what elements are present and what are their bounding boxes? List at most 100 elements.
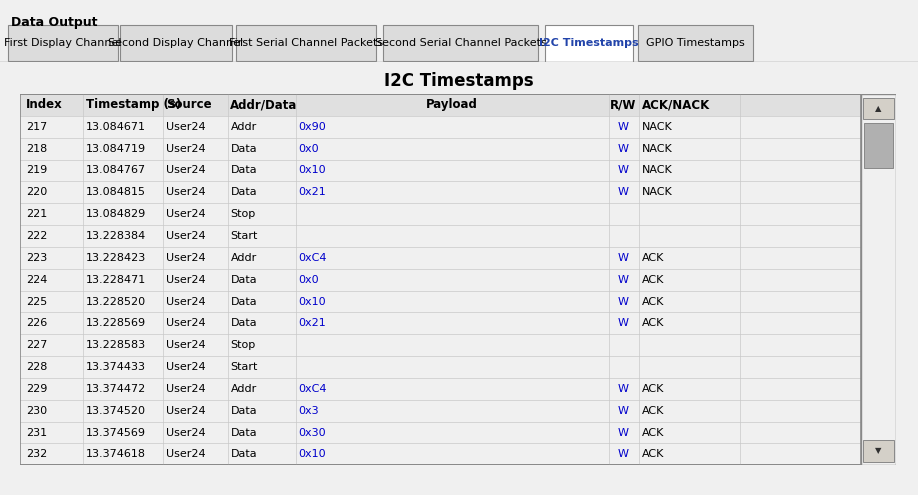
Text: NACK: NACK — [642, 187, 672, 198]
Text: User24: User24 — [165, 231, 206, 241]
Text: Second Serial Channel Packets: Second Serial Channel Packets — [375, 38, 546, 48]
Text: 13.374618: 13.374618 — [85, 449, 146, 459]
Bar — [638, 25, 753, 61]
Text: Data: Data — [230, 318, 257, 328]
Bar — [545, 25, 633, 62]
Text: GPIO Timestamps: GPIO Timestamps — [646, 38, 744, 48]
Text: 0x0: 0x0 — [298, 275, 319, 285]
Text: 13.374520: 13.374520 — [85, 406, 146, 416]
Text: W: W — [617, 253, 628, 263]
Text: NACK: NACK — [642, 144, 672, 153]
Bar — [20, 94, 861, 116]
Text: ACK: ACK — [642, 449, 664, 459]
Text: 0x10: 0x10 — [298, 449, 326, 459]
Text: 0x10: 0x10 — [298, 297, 326, 306]
Text: 219: 219 — [26, 165, 48, 176]
Bar — [8, 25, 118, 61]
Text: Source: Source — [165, 99, 211, 111]
Text: 0x21: 0x21 — [298, 187, 326, 198]
Text: First Display Channel: First Display Channel — [5, 38, 122, 48]
Bar — [236, 25, 376, 61]
Text: ACK: ACK — [642, 318, 664, 328]
Text: Start: Start — [230, 362, 258, 372]
Text: 0x3: 0x3 — [298, 406, 319, 416]
Bar — [383, 25, 538, 61]
Text: 13.228384: 13.228384 — [85, 231, 146, 241]
Text: R/W: R/W — [610, 99, 636, 111]
Text: 13.084829: 13.084829 — [85, 209, 146, 219]
Text: W: W — [617, 449, 628, 459]
Text: 13.084671: 13.084671 — [85, 122, 146, 132]
Text: 220: 220 — [26, 187, 48, 198]
Bar — [863, 98, 894, 119]
Text: I2C Timestamps: I2C Timestamps — [385, 72, 533, 90]
Text: W: W — [617, 187, 628, 198]
Text: 0x0: 0x0 — [298, 144, 319, 153]
Text: W: W — [617, 275, 628, 285]
Text: 226: 226 — [26, 318, 48, 328]
Text: User24: User24 — [165, 340, 206, 350]
Text: User24: User24 — [165, 362, 206, 372]
Text: Data: Data — [230, 297, 257, 306]
Text: 0x21: 0x21 — [298, 318, 326, 328]
Text: W: W — [617, 318, 628, 328]
Text: ▲: ▲ — [875, 104, 882, 113]
Text: 218: 218 — [26, 144, 48, 153]
Text: User24: User24 — [165, 253, 206, 263]
Text: Stop: Stop — [230, 340, 256, 350]
Text: User24: User24 — [165, 297, 206, 306]
Text: Index: Index — [26, 99, 62, 111]
Text: User24: User24 — [165, 209, 206, 219]
Text: Addr: Addr — [230, 253, 257, 263]
Text: Data Output: Data Output — [11, 16, 97, 29]
Text: NACK: NACK — [642, 165, 672, 176]
Text: ACK: ACK — [642, 384, 664, 394]
Text: 0x10: 0x10 — [298, 165, 326, 176]
Text: 230: 230 — [26, 406, 47, 416]
Text: 13.374569: 13.374569 — [85, 428, 146, 438]
Text: ACK/NACK: ACK/NACK — [642, 99, 710, 111]
Text: Addr/Data: Addr/Data — [230, 99, 297, 111]
Text: 227: 227 — [26, 340, 48, 350]
Text: W: W — [617, 122, 628, 132]
Text: ACK: ACK — [642, 406, 664, 416]
Text: 231: 231 — [26, 428, 47, 438]
Text: Data: Data — [230, 165, 257, 176]
Bar — [864, 123, 893, 167]
Text: I2C Timestamps: I2C Timestamps — [539, 38, 639, 48]
Text: User24: User24 — [165, 384, 206, 394]
Text: 229: 229 — [26, 384, 48, 394]
Text: 0xC4: 0xC4 — [298, 384, 327, 394]
Text: Data: Data — [230, 144, 257, 153]
Text: 13.374433: 13.374433 — [85, 362, 146, 372]
Text: Data: Data — [230, 187, 257, 198]
Text: 13.228423: 13.228423 — [85, 253, 146, 263]
Text: User24: User24 — [165, 187, 206, 198]
Text: User24: User24 — [165, 449, 206, 459]
Text: 13.374472: 13.374472 — [85, 384, 146, 394]
Text: 13.228583: 13.228583 — [85, 340, 146, 350]
Text: W: W — [617, 428, 628, 438]
Text: User24: User24 — [165, 406, 206, 416]
Text: Data: Data — [230, 275, 257, 285]
Text: Data: Data — [230, 449, 257, 459]
Text: User24: User24 — [165, 275, 206, 285]
Text: 222: 222 — [26, 231, 48, 241]
Text: ACK: ACK — [642, 275, 664, 285]
Text: 224: 224 — [26, 275, 48, 285]
Text: 13.084815: 13.084815 — [85, 187, 146, 198]
Text: 223: 223 — [26, 253, 48, 263]
Text: First Serial Channel Packets: First Serial Channel Packets — [229, 38, 383, 48]
Text: Addr: Addr — [230, 122, 257, 132]
Text: User24: User24 — [165, 318, 206, 328]
Text: ACK: ACK — [642, 297, 664, 306]
Text: W: W — [617, 406, 628, 416]
Text: Stop: Stop — [230, 209, 256, 219]
Text: NACK: NACK — [642, 122, 672, 132]
Text: W: W — [617, 144, 628, 153]
Text: 13.228569: 13.228569 — [85, 318, 146, 328]
Text: Payload: Payload — [426, 99, 477, 111]
Text: User24: User24 — [165, 428, 206, 438]
Text: Second Display Channel: Second Display Channel — [108, 38, 243, 48]
Text: 13.084719: 13.084719 — [85, 144, 146, 153]
